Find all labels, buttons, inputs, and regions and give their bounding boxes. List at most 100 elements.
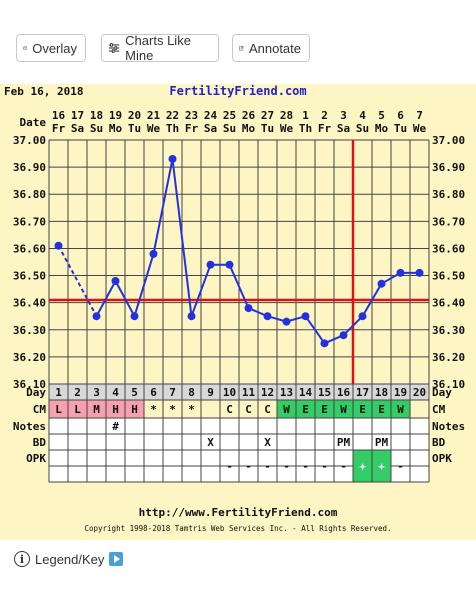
x-date-label: 5	[378, 109, 385, 122]
cm-value: H	[112, 403, 119, 416]
x-weekday-label: Tu	[394, 122, 407, 135]
cm-row-label-right: CM	[432, 403, 446, 416]
temp-segment	[95, 280, 117, 317]
temp-point	[282, 317, 291, 326]
edit-icon	[239, 45, 244, 51]
cm-value: C	[245, 403, 252, 416]
bd-row-label: BD	[33, 436, 47, 449]
chart-grid	[48, 139, 430, 483]
opk-value: -	[302, 460, 309, 473]
bd-value: PM	[337, 436, 351, 449]
cm-value: E	[378, 403, 385, 416]
bd-value: X	[207, 436, 214, 449]
day-number-label: 17	[356, 386, 369, 399]
cm-value: C	[226, 403, 233, 416]
x-weekday-label: Su	[223, 122, 236, 135]
cm-cell-fill	[49, 400, 68, 418]
temp-point	[301, 312, 310, 321]
temp-point	[168, 154, 177, 163]
bd-row-label-right: BD	[432, 436, 446, 449]
x-weekday-label: Sa	[204, 122, 217, 135]
legend-key-label: Legend/Key	[35, 551, 105, 567]
x-weekday-label: Su	[356, 122, 369, 135]
temp-segment	[190, 264, 212, 317]
charts-like-mine-button[interactable]: Charts Like Mine	[101, 33, 219, 63]
day-number-label: 18	[375, 386, 388, 399]
y-tick-label-right: 36.90	[432, 161, 465, 174]
footer-copyright: Copyright 1998-2018 Tamtris Web Services…	[84, 524, 391, 533]
temp-segment	[342, 315, 364, 336]
day-number-label: 20	[413, 386, 426, 399]
cm-value: E	[302, 403, 309, 416]
notes-value: #	[112, 420, 119, 433]
overlay-button[interactable]: Overlay	[16, 34, 86, 62]
cm-value: W	[397, 403, 404, 416]
temp-point	[111, 276, 120, 285]
cm-cell-fill	[315, 400, 334, 418]
bd-value: PM	[375, 436, 389, 449]
charts-like-mine-label: Charts Like Mine	[125, 33, 191, 63]
temp-segment	[228, 264, 250, 309]
cm-cell-fill	[372, 400, 391, 418]
temp-segment	[133, 253, 155, 317]
day-number-label: 2	[74, 386, 81, 399]
y-tick-label-right: 36.40	[432, 297, 465, 310]
temp-segment-dashed	[57, 245, 98, 317]
day-row-label-right: Day	[432, 386, 452, 399]
temp-segment	[152, 158, 174, 255]
cm-value: *	[188, 403, 195, 416]
y-tick-label-left: 36.60	[13, 242, 46, 255]
x-date-label: 18	[90, 109, 103, 122]
y-tick-label-right: 36.70	[432, 215, 465, 228]
temp-segment	[361, 283, 383, 317]
day-number-label: 14	[299, 386, 313, 399]
opk-value: -	[397, 460, 404, 473]
x-weekday-label: Su	[90, 122, 103, 135]
x-date-label: 20	[128, 109, 141, 122]
temp-point	[149, 249, 158, 258]
y-tick-label-left: 36.80	[13, 188, 46, 201]
temp-point	[358, 312, 367, 321]
sliders-icon	[108, 43, 120, 53]
temp-point	[187, 312, 196, 321]
cm-value: M	[93, 403, 100, 416]
y-tick-label-left: 36.10	[13, 378, 46, 391]
x-date-label: 4	[359, 109, 366, 122]
y-tick-label-left: 36.70	[13, 215, 46, 228]
opk-value: -	[283, 460, 290, 473]
temp-point	[225, 260, 234, 269]
y-tick-label-left: 36.20	[13, 351, 46, 364]
legend-key-link[interactable]: i Legend/Key	[14, 548, 124, 570]
temp-segment	[114, 280, 136, 317]
day-number-label: 10	[223, 386, 236, 399]
cm-value: W	[340, 403, 347, 416]
opk-value: -	[340, 460, 347, 473]
day-number-label: 7	[169, 386, 176, 399]
info-icon: i	[14, 551, 30, 567]
annotate-label: Annotate	[248, 40, 301, 56]
cm-value: E	[359, 403, 366, 416]
x-date-label: 3	[340, 109, 347, 122]
day-number-label: 9	[207, 386, 214, 399]
x-date-label: 28	[280, 109, 293, 122]
x-date-label: 27	[261, 109, 274, 122]
cm-cell-fill	[106, 400, 125, 418]
x-weekday-label: Mo	[109, 122, 123, 135]
opk-value: -	[264, 460, 271, 473]
opk-value: +	[378, 460, 385, 473]
x-weekday-label: Tu	[128, 122, 141, 135]
opk-value: -	[321, 460, 328, 473]
cm-cell-fill	[296, 400, 315, 418]
x-weekday-label: Mo	[375, 122, 389, 135]
cm-value: E	[321, 403, 328, 416]
day-number-label: 13	[280, 386, 293, 399]
x-date-label: 7	[416, 109, 423, 122]
day-number-label: 19	[394, 386, 407, 399]
cm-cell-fill	[87, 400, 106, 418]
temp-point	[206, 260, 215, 269]
annotate-button[interactable]: Annotate	[232, 34, 310, 62]
cm-cell-fill	[125, 400, 144, 418]
notes-row-label-right: Notes	[432, 420, 465, 433]
y-tick-label-right: 36.80	[432, 188, 465, 201]
x-date-label: 26	[242, 109, 256, 122]
